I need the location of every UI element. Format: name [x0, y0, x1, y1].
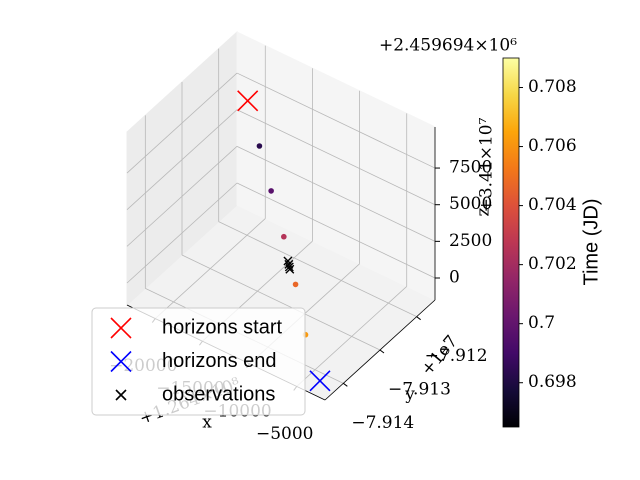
grid-line: [236, 109, 436, 206]
colorbar-label: Time (JD): [580, 198, 602, 285]
grid-line: [181, 254, 381, 351]
y-axis-label: y: [404, 385, 415, 405]
grid-line: [218, 221, 417, 318]
observation-marker: [284, 262, 294, 272]
legend-label: observations: [162, 383, 275, 405]
scatter-point: [281, 233, 287, 240]
colorbar-gradient: [502, 57, 520, 428]
y-tick: [379, 349, 385, 354]
x-tick-label: −5000: [256, 424, 314, 444]
grid-line: [126, 182, 238, 284]
observation-marker: [285, 264, 295, 274]
colorbar-offset: +2.459694×10⁶: [379, 36, 517, 56]
legend-label: horizons end: [162, 350, 277, 372]
grid-line: [126, 72, 238, 174]
scatter-point: [268, 188, 274, 194]
colorbar-tick-label: 0.704: [528, 195, 577, 215]
y-tick-label: −7.914: [351, 413, 414, 433]
grid-line: [236, 72, 436, 169]
legend-label: horizons start: [162, 316, 282, 338]
z-tick-label: 7500: [449, 158, 492, 178]
scatter-point: [256, 143, 263, 149]
grid-line: [126, 109, 238, 210]
z-offset: +3.41×10⁷: [477, 117, 497, 212]
grid-line: [126, 146, 238, 247]
colorbar-tick-label: 0.7: [528, 313, 555, 333]
legend-marker: [110, 350, 132, 373]
colorbar-tick-label: 0.708: [528, 77, 577, 97]
y-axis-line: [324, 299, 436, 401]
grid-line: [236, 182, 436, 279]
legend-marker: [110, 317, 132, 339]
colorbar-tick-label: 0.698: [528, 372, 577, 392]
z-axis-label: z: [474, 207, 494, 216]
legend-box: [91, 307, 306, 416]
endpoint-marker: [309, 370, 331, 392]
x-axis-label: x: [202, 413, 212, 433]
z-tick-label: 5000: [449, 194, 492, 214]
y-tick-label: −7.912: [425, 346, 488, 366]
y-tick: [343, 382, 348, 387]
grid-line: [236, 145, 436, 242]
y-tick: [416, 316, 421, 321]
colorbar: 0.698 0.7 0.702 0.704 0.706 0.708 +2.459694×10…: [379, 36, 602, 428]
colorbar-tick-label: 0.706: [528, 136, 577, 156]
z-tick-label: 2500: [449, 231, 492, 251]
scatter-point: [292, 281, 299, 288]
legend-marker: [115, 389, 127, 401]
legend: horizons start horizons end observations: [91, 307, 306, 416]
y-tick-label: −7.913: [388, 380, 451, 400]
colorbar-tick-label: 0.702: [528, 254, 577, 274]
endpoint-marker: [237, 90, 259, 112]
z-tick-label: 0: [449, 268, 460, 288]
